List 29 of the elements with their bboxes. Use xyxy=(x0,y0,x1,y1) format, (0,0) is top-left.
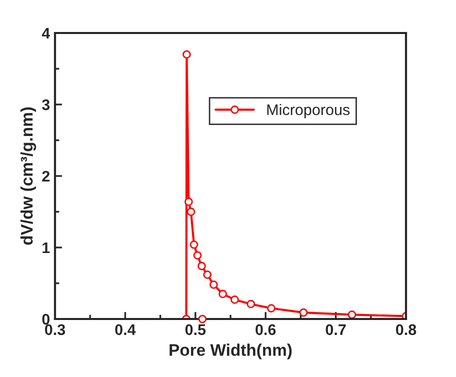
point xyxy=(193,251,202,260)
point xyxy=(186,208,196,216)
y-tick-label: 3 xyxy=(42,99,50,110)
y-tick-label: 2 xyxy=(42,170,50,182)
point xyxy=(209,280,218,289)
y-axis-title: dV/dw (cm³/g.nm) xyxy=(20,107,36,245)
x-tick-label: 0.5 xyxy=(185,324,206,336)
legend-label: Microporous xyxy=(267,104,350,118)
point xyxy=(348,310,356,319)
point xyxy=(182,50,191,59)
y-tick-label: 0 xyxy=(42,314,50,325)
x-tick-label: 0.6 xyxy=(256,324,276,336)
point xyxy=(246,300,256,308)
point xyxy=(299,308,308,317)
y-tick-label: 4 xyxy=(42,28,50,39)
y-tick-label: 1 xyxy=(42,242,50,254)
x-axis-title: Pore Width(nm) xyxy=(170,344,292,360)
x-tick-label: 0.4 xyxy=(115,324,136,336)
x-tick-label: 0.3 xyxy=(44,324,66,336)
point xyxy=(190,240,198,249)
x-tick-label: 0.8 xyxy=(396,324,416,336)
point xyxy=(218,290,227,298)
x-tick-label: 0.7 xyxy=(326,324,346,336)
point xyxy=(203,270,212,279)
point xyxy=(184,198,193,206)
point xyxy=(198,314,207,324)
point xyxy=(198,262,206,270)
point xyxy=(267,304,276,312)
point xyxy=(230,296,239,304)
